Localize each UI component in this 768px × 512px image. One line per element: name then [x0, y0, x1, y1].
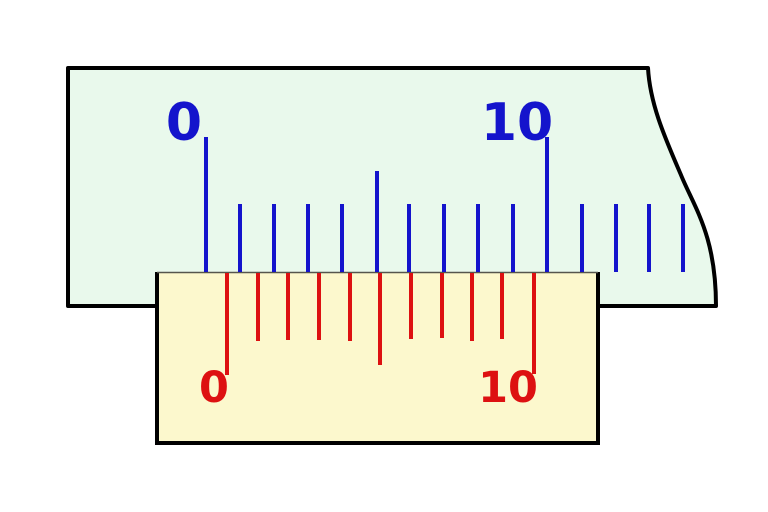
main-scale-body [66, 66, 718, 308]
vernier-body-border [155, 272, 600, 445]
main-scale-labels: 0 10 [166, 93, 553, 153]
vernier-label-0: 0 [199, 363, 229, 413]
vernier-body [157, 272, 598, 443]
vernier-labels: 0 10 [199, 363, 538, 413]
vernier-label-10: 10 [478, 363, 538, 413]
vernier-ticks [225, 273, 536, 375]
main-scale-ticks [204, 137, 685, 272]
main-scale-label-0: 0 [166, 93, 202, 153]
main-scale-label-10: 10 [481, 93, 553, 153]
